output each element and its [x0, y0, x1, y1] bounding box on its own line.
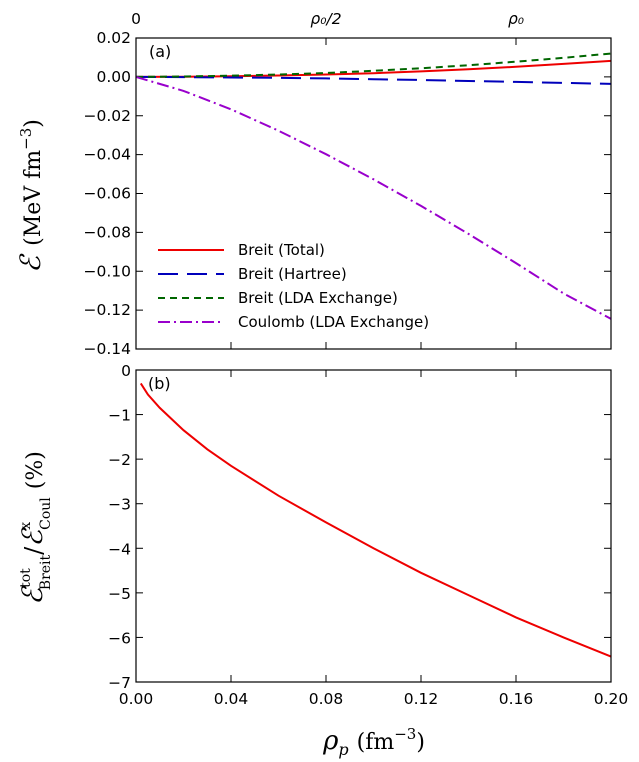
panel-a-y-tick-label: −0.02 [84, 107, 132, 125]
legend-label-3: Coulomb (LDA Exchange) [238, 313, 429, 331]
panel-a-y-tick-label: −0.06 [84, 185, 132, 203]
panel-b-y-axis-label: ℰtot Breit/ℰx Coul(%) [16, 451, 54, 605]
panel-a-top-tick-label: 0 [131, 10, 141, 28]
svg-text:ℰ(MeV fm−3): ℰ(MeV fm−3) [14, 119, 47, 273]
panel-b: 0−1−2−3−4−5−6−70.00 0.04 0.08 0.12 0.16 0.20 … [16, 362, 628, 759]
panel-b-y-tick-label: −4 [108, 540, 131, 558]
panel-a-y-tick-label: 0.00 [96, 68, 131, 86]
panel-a-top-tick-label: ρ₀/2 [310, 10, 341, 28]
panel-a-y-tick-label: −0.04 [84, 146, 132, 164]
panel-b-series [139, 382, 612, 658]
panel-a-y-tick-label: 0.02 [96, 29, 131, 47]
panel-b-y-tick-label: −3 [108, 496, 131, 514]
legend-label-0: Breit (Total) [238, 241, 325, 259]
panel-b-ticks: 0 −1 −2 −3 −4 −5 −6 −70.00 0.04 0.08 0.12 0.16 0.20 [108, 362, 628, 708]
series-line-1 [135, 75, 612, 85]
panel-b-x-tick-label: 0.12 [404, 690, 439, 708]
panel-a-y-tick-label: −0.10 [84, 262, 132, 280]
panel-b-x-tick-label: 0.20 [594, 690, 629, 708]
series-line-2 [135, 52, 612, 78]
panel-b-x-axis-label: ρp (fm−3) [322, 725, 425, 759]
panel-b-y-tick-label: −1 [108, 407, 131, 425]
panel-a: 0.02 0.00 −0.02 −0.04 −0.06 −0.08 −0.10 −0.12 −0… [14, 10, 612, 358]
panel-b-y-tick-label: 0 [121, 362, 131, 380]
panel-b-y-tick-label: −7 [108, 674, 131, 692]
panel-a-label: (a) [149, 42, 171, 61]
panel-a-y-tick-label: −0.08 [84, 223, 132, 241]
panel-a-y-tick-label: −0.14 [84, 340, 132, 358]
panel-a-frame [135, 37, 612, 350]
panel-b-y-tick-label: −2 [108, 451, 131, 469]
panel-b-x-tick-label: 0.00 [119, 690, 154, 708]
svg-text:ρp(fm−3): ρp (fm−3) [322, 725, 425, 759]
ratio-line [139, 382, 612, 658]
panel-b-y-tick-label: −6 [108, 629, 131, 647]
series-line-0 [135, 59, 612, 78]
legend: Breit (Total) Breit (Hartree) Breit (LDA E… [158, 241, 429, 331]
panel-b-x-tick-label: 0.08 [309, 690, 344, 708]
panel-a-ticks: 0.02 0.00 −0.02 −0.04 −0.06 −0.08 −0.10 −0.12 −0… [84, 10, 612, 358]
panel-b-label: (b) [148, 374, 171, 393]
legend-label-2: Breit (LDA Exchange) [238, 289, 398, 307]
panel-b-frame [135, 369, 612, 683]
panel-b-x-tick-label: 0.16 [499, 690, 534, 708]
legend-label-1: Breit (Hartree) [238, 265, 347, 283]
panel-b-y-tick-label: −5 [108, 585, 131, 603]
panel-a-y-axis-label: ℰ(MeV fm−3) [14, 119, 47, 273]
panel-a-series [135, 52, 612, 320]
panel-a-top-tick-label: ρ₀ [508, 10, 524, 28]
panel-a-y-tick-label: −0.12 [84, 301, 132, 319]
panel-b-x-tick-label: 0.04 [214, 690, 249, 708]
series-line-3 [135, 75, 612, 320]
